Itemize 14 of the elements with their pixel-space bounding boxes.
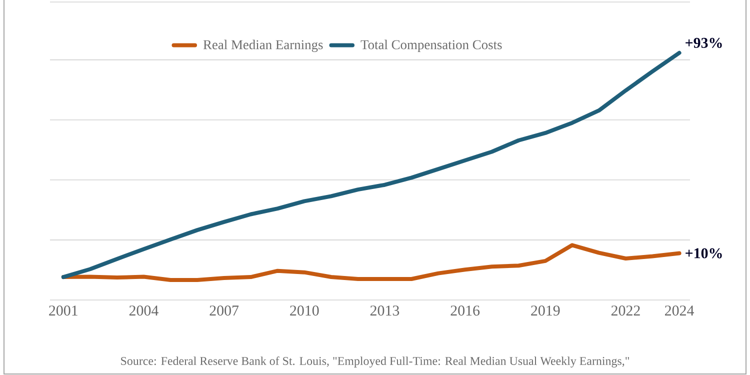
x-tick-label: 2024	[665, 306, 694, 316]
annotation: +93%	[686, 38, 722, 48]
legend-label: Real Median Earnings	[203, 40, 323, 52]
x-tick-label: 2007	[210, 306, 239, 316]
x-tick-label: 2019	[531, 306, 560, 316]
x-tick-label: 2016	[450, 306, 480, 316]
x-tick-label: 2004	[129, 306, 158, 316]
source-note: Source: Federal Reserve Bank of St. Louis, "Employed Full-Time: Real Median Usual Weekly Earnings,"	[121, 356, 630, 368]
legend-label: Total Compensation Costs	[360, 40, 502, 52]
x-tick-label: 2022	[611, 306, 640, 316]
x-tick-label: 2001	[49, 306, 78, 316]
annotation: +10%	[686, 248, 722, 258]
x-tick-label: 2010	[290, 306, 319, 316]
x-tick-label: 2013	[370, 306, 400, 316]
